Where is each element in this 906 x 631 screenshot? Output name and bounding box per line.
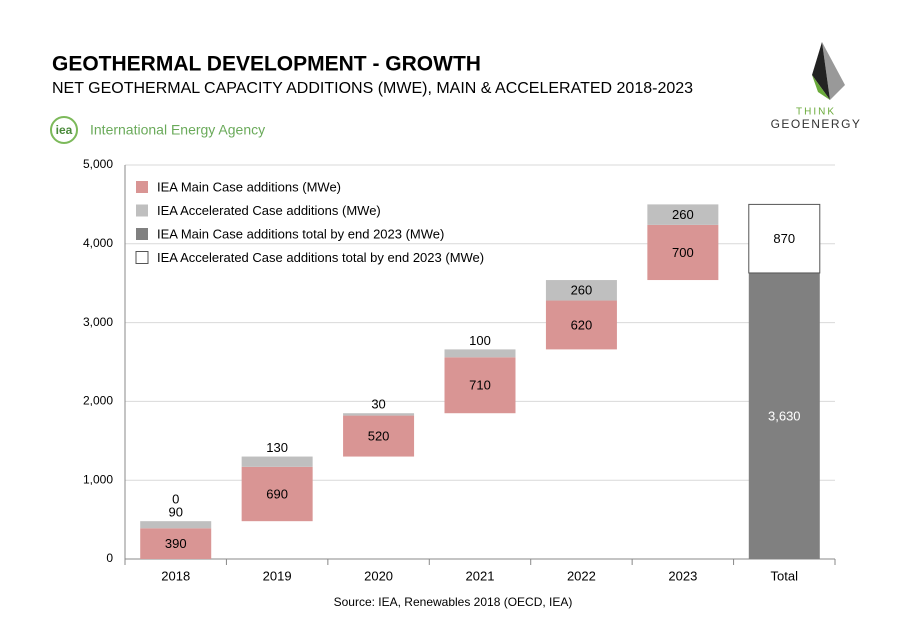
data-label: 700 — [672, 245, 694, 260]
data-label: 100 — [469, 333, 491, 348]
bar-segment — [140, 521, 212, 529]
bar-segment — [647, 224, 719, 281]
bar-segment — [545, 280, 617, 301]
bar-segment — [748, 203, 821, 274]
x-tick-label: 2019 — [263, 568, 292, 583]
source-note: Source: IEA, Renewables 2018 (OECD, IEA) — [334, 595, 573, 609]
iea-logo: iea International Energy Agency — [50, 116, 265, 144]
bar-segment — [545, 300, 617, 350]
iea-name: International Energy Agency — [90, 122, 265, 138]
brand-shape — [822, 42, 845, 100]
legend-swatch — [136, 181, 148, 193]
y-tick-label: 3,000 — [83, 315, 113, 329]
bar-segment — [241, 456, 313, 467]
bar-segment — [748, 272, 820, 559]
iea-mark: iea — [56, 123, 73, 137]
y-tick-label: 4,000 — [83, 236, 113, 250]
bar-segment — [444, 357, 516, 414]
bar-segment — [444, 349, 516, 358]
data-label: 30 — [371, 397, 385, 412]
x-tick-label: 2020 — [364, 568, 393, 583]
data-label: 260 — [672, 207, 694, 222]
data-label: 130 — [266, 440, 288, 455]
data-label: 690 — [266, 486, 288, 501]
data-label: 90 — [168, 505, 182, 520]
brand-logo: THINK GEOENERGY — [771, 42, 862, 131]
legend-swatch — [135, 251, 149, 264]
data-label: 870 — [773, 231, 795, 246]
y-tick-label: 2,000 — [83, 394, 113, 408]
legend-swatch — [136, 204, 148, 217]
data-label: 520 — [368, 429, 390, 444]
legend-swatch — [136, 228, 148, 240]
bar-segment — [241, 466, 313, 522]
y-tick-label: 0 — [106, 551, 113, 565]
y-tick-label: 1,000 — [83, 472, 113, 486]
data-label: 3,630 — [768, 408, 801, 423]
x-tick-label: 2021 — [466, 568, 495, 583]
legend-label: IEA Accelerated Case additions (MWe) — [157, 203, 381, 218]
legend-label: IEA Main Case additions (MWe) — [157, 179, 341, 194]
bar-segment — [647, 204, 719, 225]
iea-circle — [50, 116, 78, 144]
data-label: 260 — [571, 283, 593, 298]
chart-subtitle: NET GEOTHERMAL CAPACITY ADDITIONS (MWE),… — [52, 80, 693, 97]
data-label: 620 — [571, 317, 593, 332]
legend-label: IEA Accelerated Case additions total by … — [157, 250, 484, 265]
brand-shape — [812, 42, 830, 100]
bar-segment — [343, 413, 415, 416]
chart-title: GEOTHERMAL DEVELOPMENT - GROWTH — [52, 53, 481, 76]
data-label: 390 — [165, 536, 187, 551]
bar-segment — [140, 528, 212, 559]
brand-bottom: GEOENERGY — [771, 117, 862, 131]
x-tick-label: 2022 — [567, 568, 596, 583]
data-label: 710 — [469, 378, 491, 393]
data-label: 0 — [172, 492, 179, 507]
brand-top: THINK — [796, 107, 836, 118]
x-tick-label: 2018 — [161, 568, 190, 583]
x-tick-label: Total — [771, 568, 799, 583]
x-tick-label: 2023 — [668, 568, 697, 583]
legend-label: IEA Main Case additions total by end 202… — [157, 226, 444, 241]
brand-shape — [812, 75, 830, 100]
bar-segment — [343, 415, 415, 457]
y-tick-label: 5,000 — [83, 157, 113, 171]
